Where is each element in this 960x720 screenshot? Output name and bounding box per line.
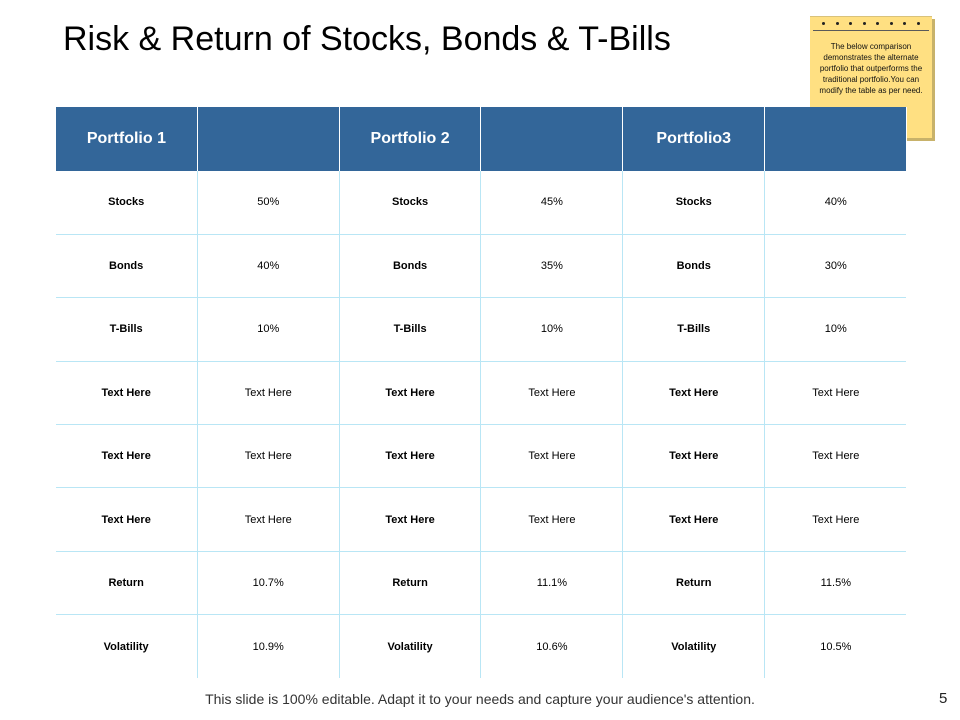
header-cell: [764, 107, 907, 171]
value-cell: 40%: [764, 171, 907, 235]
value-cell: 10%: [480, 297, 623, 362]
row-label-cell: Volatility: [338, 614, 481, 679]
value-cell: Text Here: [196, 487, 340, 552]
row-label-cell: Volatility: [622, 614, 765, 679]
row-label-cell: Return: [622, 551, 765, 616]
table-row: Text Here Text Here Text Here Text Here Text…: [55, 361, 907, 426]
page-number: 5: [939, 690, 948, 707]
value-cell: Text Here: [480, 424, 623, 489]
note-dots-decoration: [813, 17, 929, 31]
header-cell: Portfolio 2: [338, 107, 482, 171]
value-cell: Text Here: [196, 361, 340, 426]
row-label-cell: Text Here: [338, 487, 481, 552]
row-label-cell: Text Here: [55, 424, 198, 489]
table-row: Return 10.7% Return 11.1% Return 11.5%: [55, 551, 907, 616]
header-cell: [196, 107, 340, 171]
row-label-cell: Return: [55, 551, 198, 616]
value-cell: 50%: [196, 171, 340, 235]
slide-title: Risk & Return of Stocks, Bonds & T-Bills: [63, 20, 671, 58]
value-cell: 10.6%: [480, 614, 623, 679]
row-label-cell: Stocks: [55, 171, 198, 235]
header-cell: Portfolio3: [622, 107, 766, 171]
value-cell: Text Here: [764, 361, 907, 426]
value-cell: 30%: [764, 234, 907, 299]
header-cell: Portfolio 1: [55, 107, 198, 171]
slide-footer: This slide is 100% editable. Adapt it to…: [205, 691, 755, 707]
row-label-cell: T-Bills: [622, 297, 765, 362]
note-text: The below comparison demonstrates the al…: [819, 42, 923, 95]
value-cell: 11.1%: [480, 551, 623, 616]
portfolio-table-container: Portfolio 1 Portfolio 2 Portfolio3 Stock…: [55, 107, 907, 679]
portfolio-table: Portfolio 1 Portfolio 2 Portfolio3 Stock…: [55, 107, 907, 679]
table-row: T-Bills 10% T-Bills 10% T-Bills 10%: [55, 297, 907, 362]
table-row: Bonds 40% Bonds 35% Bonds 30%: [55, 234, 907, 299]
value-cell: 45%: [480, 171, 623, 235]
value-cell: 11.5%: [764, 551, 907, 616]
value-cell: Text Here: [764, 487, 907, 552]
row-label-cell: Text Here: [622, 361, 765, 426]
value-cell: 35%: [480, 234, 623, 299]
value-cell: Text Here: [196, 424, 340, 489]
value-cell: 10%: [764, 297, 907, 362]
table-row: Text Here Text Here Text Here Text Here Text…: [55, 487, 907, 552]
row-label-cell: Stocks: [338, 171, 481, 235]
table-row: Stocks 50% Stocks 45% Stocks 40%: [55, 171, 907, 235]
row-label-cell: Text Here: [622, 487, 765, 552]
table-header-row: Portfolio 1 Portfolio 2 Portfolio3: [55, 107, 907, 171]
row-label-cell: Text Here: [622, 424, 765, 489]
value-cell: 10.9%: [196, 614, 340, 679]
row-label-cell: Text Here: [338, 361, 481, 426]
value-cell: 10.7%: [196, 551, 340, 616]
row-label-cell: Return: [338, 551, 481, 616]
row-label-cell: Bonds: [55, 234, 198, 299]
row-label-cell: Bonds: [338, 234, 481, 299]
value-cell: Text Here: [480, 361, 623, 426]
table-row: Volatility 10.9% Volatility 10.6% Volatility…: [56, 614, 907, 679]
row-label-cell: Text Here: [338, 424, 481, 489]
table-row: Text Here Text Here Text Here Text Here Text…: [55, 424, 907, 489]
row-label-cell: Text Here: [55, 361, 198, 426]
row-label-cell: Bonds: [622, 234, 765, 299]
table-body: Stocks 50% Stocks 45% Stocks 40% Bonds 40% Bonds…: [55, 171, 907, 679]
row-label-cell: Stocks: [622, 171, 765, 235]
row-label-cell: T-Bills: [338, 297, 481, 362]
row-label-cell: T-Bills: [55, 297, 198, 362]
header-cell: [480, 107, 624, 171]
row-label-cell: Volatility: [103, 640, 149, 653]
value-cell: 10.5%: [764, 614, 907, 679]
value-cell: 10%: [196, 297, 340, 362]
value-cell: Text Here: [480, 487, 623, 552]
value-cell: 40%: [196, 234, 340, 299]
value-cell: Text Here: [764, 424, 907, 489]
row-label-cell: Text Here: [55, 487, 198, 552]
